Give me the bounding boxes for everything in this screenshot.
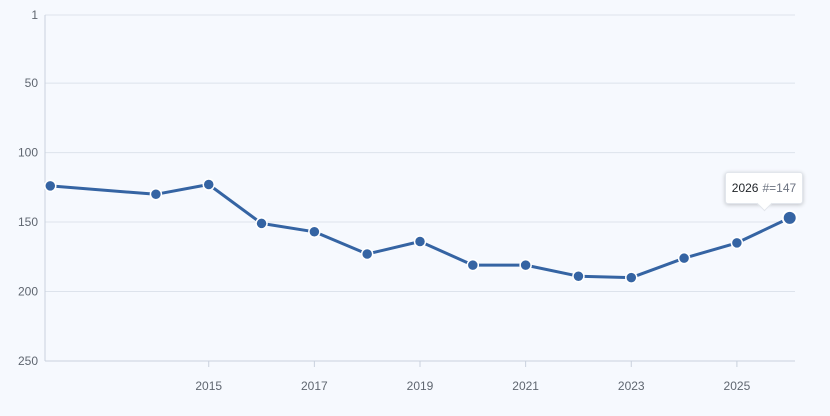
y-tick-label: 200 (18, 285, 38, 299)
data-tooltip: 2026 #= 147 (725, 172, 803, 212)
x-tick-label: 2021 (512, 379, 539, 393)
x-tick-label: 2025 (724, 379, 751, 393)
data-point (44, 179, 57, 193)
data-point (677, 251, 691, 265)
data-point (730, 236, 744, 250)
data-point (255, 217, 268, 230)
data-point (413, 235, 427, 248)
data-point (519, 258, 532, 272)
data-point (308, 225, 321, 239)
data-point-highlighted (781, 209, 798, 226)
x-tick-label: 2017 (301, 379, 328, 393)
series-line (48, 183, 792, 280)
y-tick-label: 100 (18, 146, 38, 160)
tooltip-year: 2026 (731, 181, 759, 195)
data-point (360, 247, 374, 261)
data-point (202, 178, 215, 191)
y-tick-label: 1 (31, 8, 38, 22)
x-tick-label: 2023 (618, 379, 645, 393)
x-tick-label: 2019 (407, 379, 434, 393)
data-point (466, 258, 480, 272)
data-point (625, 271, 638, 284)
data-point (572, 269, 585, 283)
tooltip-rank-value: 147 (776, 181, 797, 195)
tooltip-rank-prefix: #= (762, 181, 777, 195)
y-tick-label: 150 (18, 215, 38, 229)
x-tick-label: 2015 (195, 379, 222, 393)
y-tick-label: 50 (25, 76, 39, 90)
y-tick-label: 250 (18, 354, 38, 368)
data-point (149, 188, 163, 201)
